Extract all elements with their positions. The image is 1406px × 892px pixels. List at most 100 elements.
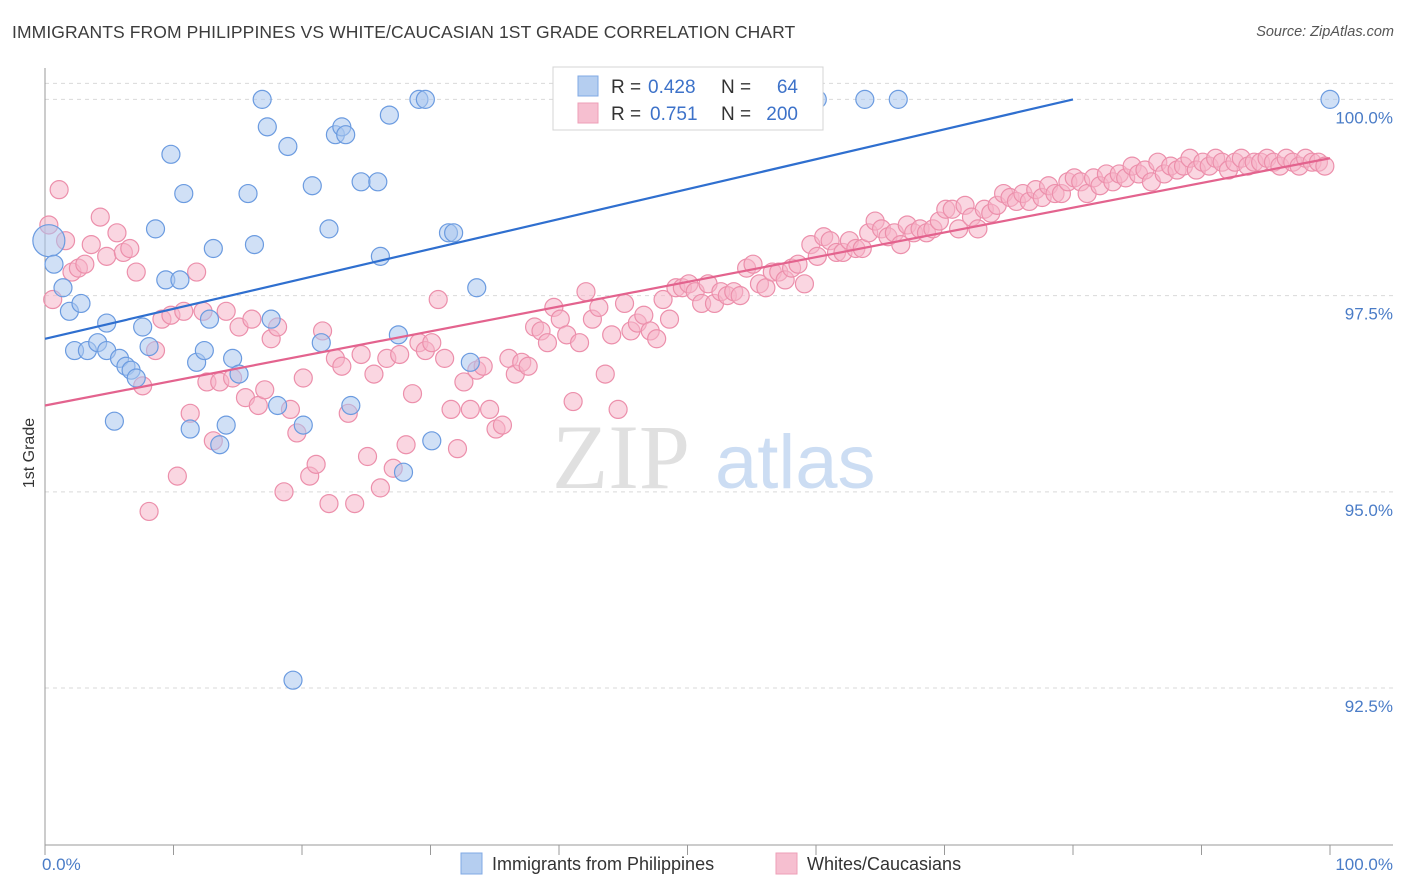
data-point [53,278,73,298]
data-point [1315,156,1335,176]
data-point [126,262,146,282]
data-point [341,395,361,416]
data-point [595,364,615,384]
data-point [454,372,474,392]
data-point [422,431,442,451]
data-point [518,356,538,376]
data-point [170,270,190,290]
data-point [608,399,628,420]
bottom-legend-swatch-whites [775,852,798,875]
data-point [492,415,513,435]
data-point [569,333,590,353]
y-tick-label: 95.0% [1345,501,1393,520]
data-point [81,234,101,255]
data-point [428,289,448,310]
data-point [97,246,117,266]
data-point [659,309,680,329]
y-axis-title: 1st Grade [21,418,38,488]
data-point [537,333,558,353]
data-point [576,282,596,302]
bottom-legend-label-whites: Whites/Caucasians [807,854,961,874]
data-point [90,207,110,227]
data-point [293,368,313,388]
data-point [614,293,635,314]
data-point [332,356,352,376]
data-point [216,301,236,321]
data-point [357,446,378,467]
y-tick-label: 92.5% [1345,697,1393,716]
data-point [210,435,230,455]
stats-legend: R = 0.428 N = 64 R = 0.751 N = 200 [552,66,824,131]
data-point [139,337,159,357]
data-point [415,89,435,109]
data-point [379,105,399,125]
stats-legend-n-value-a: 64 [777,77,799,98]
data-point [257,117,277,137]
data-point [351,172,371,192]
data-point [278,136,298,157]
data-point [390,344,410,365]
data-point [447,439,468,459]
trend-line-philippines [44,98,1074,340]
data-point [199,309,220,329]
data-point [460,352,480,372]
data-point [435,348,455,368]
data-point [345,493,365,514]
data-point [216,415,236,435]
watermark-atlas: atlas [715,420,876,505]
data-point [602,325,622,345]
bottom-legend-swatch-philippines [460,852,483,875]
data-point [187,262,207,282]
data-point [133,317,153,337]
data-point [396,435,416,455]
data-point [194,340,214,361]
source-label: Source: ZipAtlas.com [1256,24,1394,40]
data-point [388,325,408,345]
data-point [274,482,294,502]
data-point [402,384,423,404]
x-tick-label-min: 0.0% [42,855,81,874]
data-point [306,454,326,474]
data-point [444,223,464,243]
data-point [180,419,200,439]
data-point [71,293,91,314]
data-point [255,380,275,400]
stats-legend-n-label-a: N = [721,77,751,98]
stats-legend-swatch-a [577,75,599,97]
y-tick-labels: 92.5% 95.0% 97.5% 100.0% [1335,108,1393,716]
watermark-zip: ZIP [552,406,690,508]
data-point [261,309,281,329]
data-point [480,399,500,420]
data-point [319,219,339,239]
data-point [267,395,288,416]
stats-legend-r-label-a: R = [611,77,641,98]
data-point [393,462,414,482]
data-point [460,399,480,420]
data-point [855,89,875,109]
data-point [252,89,272,109]
data-point [145,219,166,239]
data-point [788,254,808,274]
data-point [319,493,339,514]
data-point [161,144,181,164]
x-axis-ticks [44,845,1331,855]
data-point [311,333,331,353]
data-point [139,501,159,522]
data-point [32,224,66,258]
data-point [244,234,265,255]
trend-line-whites-caucasians [44,157,1331,407]
data-point [44,254,64,274]
stats-legend-swatch-b [577,102,599,124]
stats-legend-r-label-b: R = [611,104,641,125]
data-point [107,223,127,243]
data-point [49,180,69,200]
data-point [563,391,583,412]
y-tick-label: 97.5% [1345,305,1393,324]
data-point [422,333,442,353]
data-point [126,368,146,388]
stats-legend-r-value-b: 0.751 [650,104,698,125]
stats-legend-n-label-b: N = [721,104,751,125]
data-point [104,411,124,431]
data-point [370,478,390,498]
